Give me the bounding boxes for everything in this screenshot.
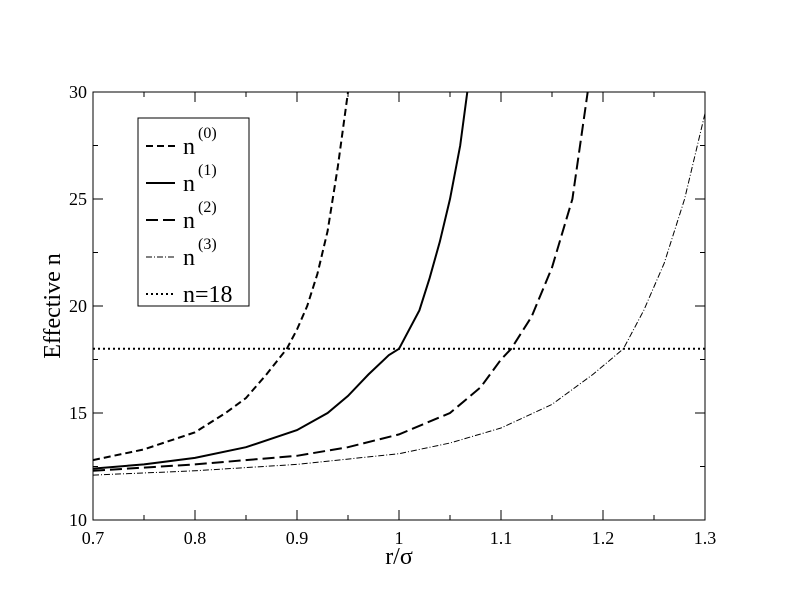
x-tick-label: 1.1 bbox=[490, 528, 513, 548]
legend-box bbox=[137, 117, 250, 307]
legend-label-1: n bbox=[183, 171, 195, 197]
x-tick-label: 0.7 bbox=[82, 528, 105, 548]
y-tick-label: 30 bbox=[69, 82, 87, 102]
series-line-0 bbox=[92, 91, 349, 462]
x-tick-label: 1 bbox=[395, 528, 404, 548]
x-tick-label: 0.9 bbox=[286, 528, 309, 548]
x-tick-label: 0.8 bbox=[184, 528, 207, 548]
y-tick-label: 20 bbox=[69, 296, 87, 316]
legend-label-0: n bbox=[183, 134, 195, 160]
series-layer bbox=[92, 91, 706, 476]
legend-superscript-1: (1) bbox=[198, 162, 217, 179]
series-line-3 bbox=[92, 113, 706, 476]
y-tick-label: 15 bbox=[69, 403, 87, 423]
legend-superscript-0: (0) bbox=[198, 125, 217, 142]
y-tick-label: 10 bbox=[69, 510, 87, 530]
legend-label-3: n bbox=[183, 245, 195, 271]
legend-label-2: n bbox=[183, 208, 195, 234]
legend-label-4: n=18 bbox=[183, 282, 233, 308]
series-line-2 bbox=[92, 91, 589, 472]
x-axis-title: r/σ bbox=[385, 544, 413, 570]
y-axis-title: Effective n bbox=[40, 253, 66, 359]
legend-superscript-2: (2) bbox=[198, 199, 217, 216]
legend: n(0)n(1)n(2)n(3)n=18 bbox=[137, 117, 250, 308]
x-tick-label: 1.2 bbox=[592, 528, 615, 548]
x-tick-label: 1.3 bbox=[694, 528, 717, 548]
y-tick-label: 25 bbox=[69, 189, 87, 209]
series-line-1 bbox=[92, 91, 469, 470]
legend-superscript-3: (3) bbox=[198, 236, 217, 253]
axis-ticks: 0.7 0.8 0.9 1 1.1 1.2 1.3 10 15 20 25 30 bbox=[69, 82, 716, 548]
